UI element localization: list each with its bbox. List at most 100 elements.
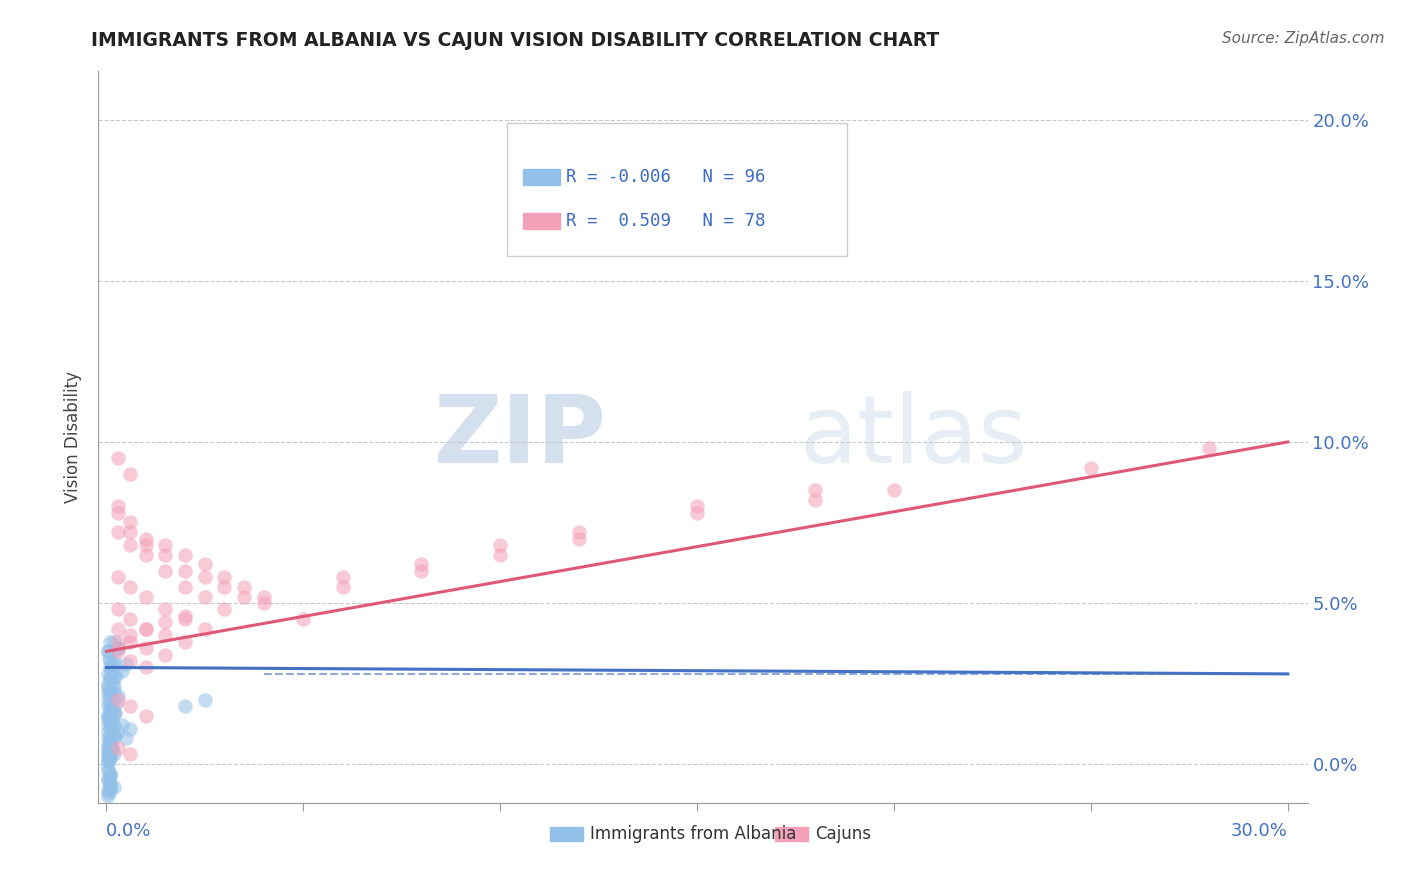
Point bbox=[174, 699, 197, 714]
Point bbox=[155, 648, 177, 662]
Point bbox=[174, 608, 197, 623]
Point bbox=[111, 664, 134, 678]
Point bbox=[98, 715, 121, 730]
Point bbox=[98, 722, 121, 736]
Point bbox=[105, 696, 128, 710]
Point bbox=[98, 686, 121, 700]
Point bbox=[107, 634, 129, 648]
Point bbox=[103, 728, 125, 742]
Point bbox=[214, 602, 236, 616]
Point bbox=[98, 673, 121, 688]
Point bbox=[107, 622, 129, 636]
Point bbox=[101, 741, 124, 756]
Point bbox=[118, 467, 141, 482]
Point bbox=[97, 738, 120, 752]
Point bbox=[804, 492, 827, 507]
Point bbox=[118, 747, 141, 762]
Point bbox=[233, 580, 256, 594]
Point bbox=[98, 692, 121, 706]
Point bbox=[97, 712, 120, 726]
Point bbox=[103, 747, 125, 762]
Point bbox=[155, 615, 177, 630]
Point bbox=[174, 564, 197, 578]
Point bbox=[97, 750, 120, 764]
Point bbox=[107, 525, 129, 540]
Point bbox=[97, 731, 120, 746]
Point bbox=[97, 692, 120, 706]
Point bbox=[98, 706, 121, 720]
Point bbox=[135, 538, 157, 552]
Point bbox=[101, 715, 124, 730]
Point bbox=[107, 690, 129, 704]
Point bbox=[115, 731, 138, 746]
Point bbox=[97, 760, 120, 774]
Point bbox=[97, 708, 120, 723]
Point bbox=[118, 525, 141, 540]
Point bbox=[174, 634, 197, 648]
Point bbox=[174, 612, 197, 626]
Point bbox=[98, 750, 121, 764]
Point bbox=[253, 590, 276, 604]
Point bbox=[107, 641, 129, 656]
Point bbox=[98, 683, 121, 698]
Point bbox=[115, 657, 138, 672]
Point bbox=[103, 718, 125, 732]
Point bbox=[107, 741, 129, 756]
Point bbox=[194, 692, 217, 706]
Point bbox=[194, 622, 217, 636]
Point bbox=[98, 654, 121, 668]
Point bbox=[118, 612, 141, 626]
Point bbox=[98, 738, 121, 752]
Text: 0.0%: 0.0% bbox=[107, 822, 152, 840]
Point bbox=[103, 686, 125, 700]
Text: 30.0%: 30.0% bbox=[1232, 822, 1288, 840]
Point bbox=[101, 741, 124, 756]
Point bbox=[98, 744, 121, 758]
Point bbox=[118, 722, 141, 736]
Point bbox=[97, 644, 120, 658]
Point bbox=[118, 538, 141, 552]
Point bbox=[97, 667, 120, 681]
Point bbox=[103, 731, 125, 746]
Point bbox=[155, 628, 177, 642]
Point bbox=[118, 516, 141, 530]
Point bbox=[155, 602, 177, 616]
Point bbox=[97, 676, 120, 690]
Point bbox=[101, 725, 124, 739]
Point bbox=[98, 734, 121, 748]
Point bbox=[98, 766, 121, 780]
Point bbox=[97, 786, 120, 800]
Point bbox=[97, 718, 120, 732]
Point bbox=[98, 670, 121, 684]
Point bbox=[233, 590, 256, 604]
Point bbox=[104, 706, 127, 720]
Point bbox=[101, 715, 124, 730]
Point bbox=[111, 718, 134, 732]
Point bbox=[1080, 460, 1102, 475]
Point bbox=[107, 450, 129, 465]
Point bbox=[332, 580, 354, 594]
Point bbox=[292, 612, 315, 626]
Point bbox=[107, 644, 129, 658]
Point bbox=[98, 650, 121, 665]
Point bbox=[118, 654, 141, 668]
Point bbox=[118, 628, 141, 642]
Point bbox=[103, 676, 125, 690]
Text: IMMIGRANTS FROM ALBANIA VS CAJUN VISION DISABILITY CORRELATION CHART: IMMIGRANTS FROM ALBANIA VS CAJUN VISION … bbox=[91, 31, 939, 50]
Point bbox=[686, 500, 709, 514]
Point bbox=[107, 641, 129, 656]
Point bbox=[98, 783, 121, 797]
Point bbox=[1198, 442, 1220, 456]
Point bbox=[104, 670, 127, 684]
Point bbox=[103, 657, 125, 672]
Point bbox=[135, 708, 157, 723]
Point bbox=[174, 580, 197, 594]
Point bbox=[100, 664, 122, 678]
Point bbox=[105, 667, 128, 681]
Point bbox=[98, 734, 121, 748]
Point bbox=[97, 764, 120, 778]
Point bbox=[194, 590, 217, 604]
Point bbox=[98, 750, 121, 764]
Point bbox=[107, 725, 129, 739]
Point bbox=[118, 699, 141, 714]
